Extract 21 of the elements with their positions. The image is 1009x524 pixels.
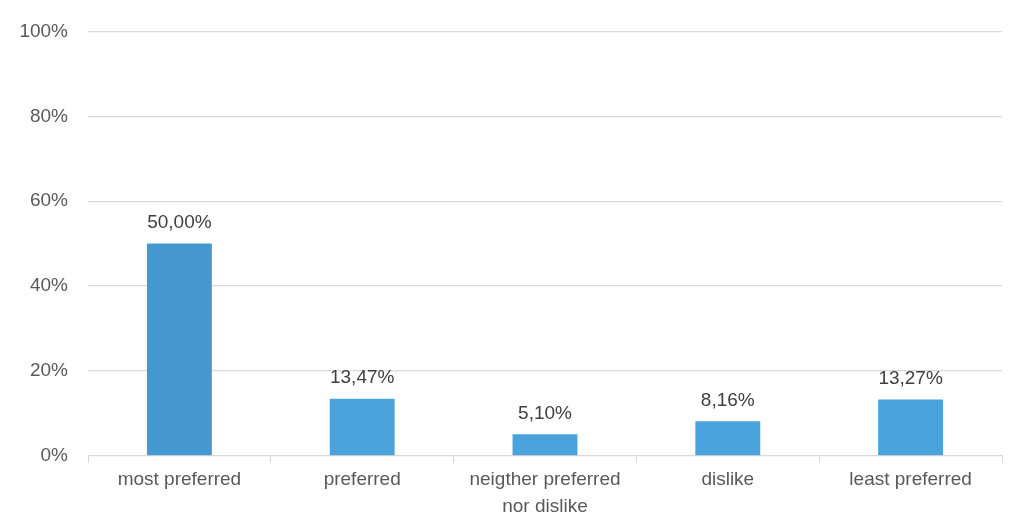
y-tick-label: 100% <box>19 19 69 41</box>
x-tick-label: least preferred <box>849 468 972 490</box>
bar <box>329 398 395 456</box>
bar <box>695 421 761 456</box>
data-label: 13,47% <box>329 366 395 388</box>
data-label: 8,16% <box>700 388 755 410</box>
x-tick-label: most preferred <box>117 468 242 490</box>
bar <box>512 434 578 456</box>
data-label: 50,00% <box>147 211 212 233</box>
bar <box>878 399 944 456</box>
data-label: 13,27% <box>878 367 943 389</box>
x-tick-label: neigther preferred nor dislike <box>469 468 621 516</box>
y-tick-label: 80% <box>29 104 69 126</box>
y-tick-label: 40% <box>29 274 69 296</box>
bar <box>146 243 212 456</box>
y-tick-label: 0% <box>40 444 69 466</box>
y-tick-label: 20% <box>29 359 69 381</box>
x-tick-label: preferred <box>323 468 401 490</box>
x-tick-label: dislike <box>701 468 755 490</box>
data-label: 5,10% <box>518 401 573 423</box>
y-tick-label: 60% <box>29 189 69 211</box>
